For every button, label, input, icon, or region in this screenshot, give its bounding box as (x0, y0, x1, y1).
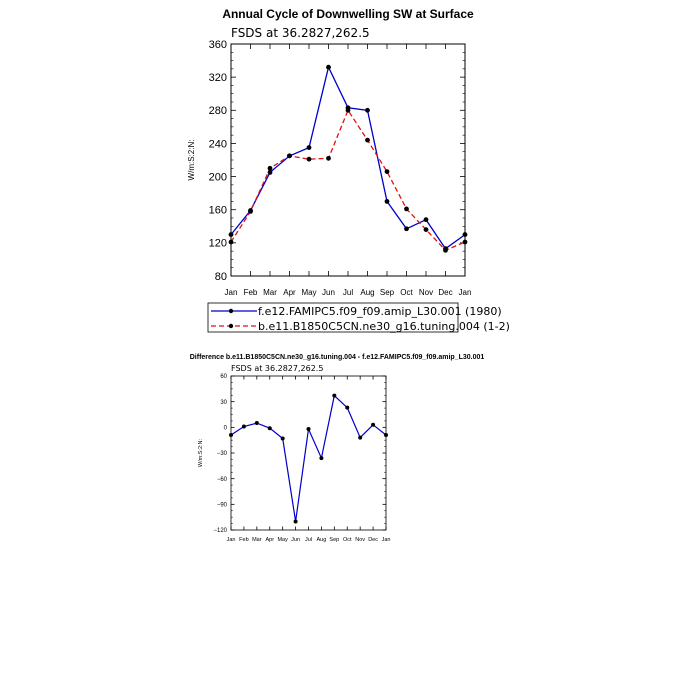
top-chart-series-1-point (423, 217, 429, 223)
top-chart-ytick-label: 80 (215, 271, 227, 283)
top-chart-series-2-point (248, 208, 253, 214)
legend-marker-series-2 (228, 323, 234, 329)
top-chart-xtick-label: Sep (380, 288, 395, 297)
top-chart-xtick-label: Jun (322, 288, 335, 297)
diff-chart-series-1-point (345, 405, 350, 410)
diff-chart-ytick-label: 0 (224, 425, 228, 431)
diff-chart-ytick-label: 60 (220, 374, 227, 380)
top-chart-ylabel: W/m:S:2:N: (187, 140, 196, 181)
top-chart-ytick-label: 320 (209, 72, 227, 84)
diff-chart-series-1-point (319, 456, 324, 461)
diff-chart-series-1-point (267, 426, 272, 431)
top-chart-series-1-point (267, 170, 273, 175)
top-chart-series-1-point (228, 232, 234, 237)
top-chart-xtick-label: Aug (360, 288, 374, 297)
top-chart-series-2-point (267, 165, 273, 171)
diff-chart-xtick-label: Jun (291, 537, 300, 543)
top-chart-series-2-point (423, 227, 429, 233)
top-chart-series-2-point (443, 247, 448, 253)
legend-label-series-2: b.e11.B1850C5CN.ne30_g16.tuning.004 (1-2… (258, 320, 510, 333)
diff-chart-series-1-point (306, 427, 311, 432)
top-chart-series-1-point (326, 64, 331, 70)
diff-chart-ytick-label: −30 (217, 451, 228, 457)
top-chart-series-1-line (230, 65, 466, 250)
top-chart-series-1-point (306, 145, 312, 150)
diff-chart-title: Difference b.e11.B1850C5CN.ne30_g16.tuni… (190, 354, 485, 361)
diff-chart-ytick-label: −120 (213, 528, 227, 534)
top-chart-series-2-point (287, 153, 292, 159)
diff-chart-series-1-point (371, 422, 376, 427)
top-chart-series-2-point (326, 155, 331, 161)
diff-chart-xtick-label: Jan (382, 537, 391, 543)
diff-chart-ytick-label: −60 (217, 477, 228, 483)
top-chart-xtick-label: May (301, 288, 316, 297)
diff-chart-xtick-label: Jul (305, 537, 312, 543)
top-chart-xtick-label: Jan (225, 288, 238, 297)
diff-chart-xtick-label: Nov (355, 537, 365, 543)
diff-chart-ylabel: W/m:S:2:N: (198, 438, 204, 467)
top-chart-series-2-point (306, 156, 312, 162)
top-chart-xtick-label: Jan (459, 288, 472, 297)
diff-chart-series-1-point (280, 436, 285, 441)
top-chart-plot-frame (230, 43, 466, 277)
top-chart-series-1-point (365, 107, 370, 113)
legend-marker-series-1 (228, 308, 234, 314)
diff-chart-xtick-label: May (277, 537, 288, 543)
top-chart-subtitle: FSDS at 36.2827,262.5 (231, 26, 370, 40)
diff-chart-subtitle: FSDS at 36.2827,262.5 (231, 364, 323, 373)
legend-label-series-1: f.e12.FAMIPC5.f09_f09.amip_L30.001 (1980… (258, 305, 502, 318)
diff-chart-xtick-label: Aug (317, 537, 327, 543)
top-chart-series-2-point (365, 137, 370, 143)
diff-chart-xtick-label: Mar (252, 537, 262, 543)
diff-chart-series-1-point (229, 433, 233, 438)
top-chart-series-1-point (384, 199, 390, 204)
diff-chart-ytick-label: 30 (220, 400, 227, 406)
top-chart-ytick-label: 160 (209, 205, 227, 217)
diff-chart-xtick-label: Dec (368, 537, 378, 543)
top-chart-ytick-label: 360 (209, 39, 227, 51)
diff-chart-xtick-label: Sep (329, 537, 339, 543)
top-chart-title: Annual Cycle of Downwelling SW at Surfac… (222, 7, 474, 21)
diff-chart-series (229, 393, 388, 524)
diff-chart-xtick-label: Oct (343, 537, 352, 543)
diff-chart-series-1-point (358, 435, 363, 440)
legend-box (207, 302, 459, 333)
top-chart-ytick-label: 240 (209, 138, 227, 150)
diff-chart-series-1-point (293, 519, 298, 524)
top-chart-xtick-label: Apr (283, 288, 296, 297)
diff-chart-xtick-label: Jan (227, 537, 236, 543)
top-chart-series-2-point (228, 239, 234, 245)
top-chart-xtick-label: Nov (419, 288, 433, 297)
top-chart-ytick-label: 280 (209, 105, 227, 117)
top-chart-series-1-point (404, 226, 409, 232)
diff-chart-ytick-label: −90 (217, 502, 228, 508)
top-chart-ytick-label: 120 (209, 238, 227, 250)
diff-chart-series-1-point (254, 421, 259, 426)
top-chart-xtick-label: Feb (244, 288, 258, 297)
top-chart-series-2-point (345, 107, 351, 113)
diff-chart-xtick-label: Feb (239, 537, 248, 543)
top-chart-series-1-point (462, 232, 468, 237)
top-chart-series (228, 64, 468, 253)
top-chart-ticks: 80 120 160 200 240 280 320 360 Jan Feb Mar Apr May Ju… (209, 39, 472, 297)
diff-chart-series-1-point (241, 424, 246, 429)
top-chart-series-2-point (462, 239, 468, 245)
diff-chart-xtick-label: Apr (265, 537, 274, 543)
diff-chart-series-1-point (384, 433, 388, 438)
diff-chart-plot-frame (230, 375, 387, 531)
diff-chart-series-1-line (230, 394, 387, 522)
top-chart-xtick-label: Mar (263, 288, 277, 297)
top-chart-xtick-label: Dec (438, 288, 452, 297)
top-chart-series-2-point (384, 169, 390, 175)
diff-chart-series-1-point (332, 393, 337, 398)
top-chart-xtick-label: Oct (400, 288, 413, 297)
top-chart-series-2-point (404, 206, 409, 212)
top-chart-xtick-label: Jul (343, 288, 353, 297)
top-chart-ytick-label: 200 (209, 171, 227, 183)
